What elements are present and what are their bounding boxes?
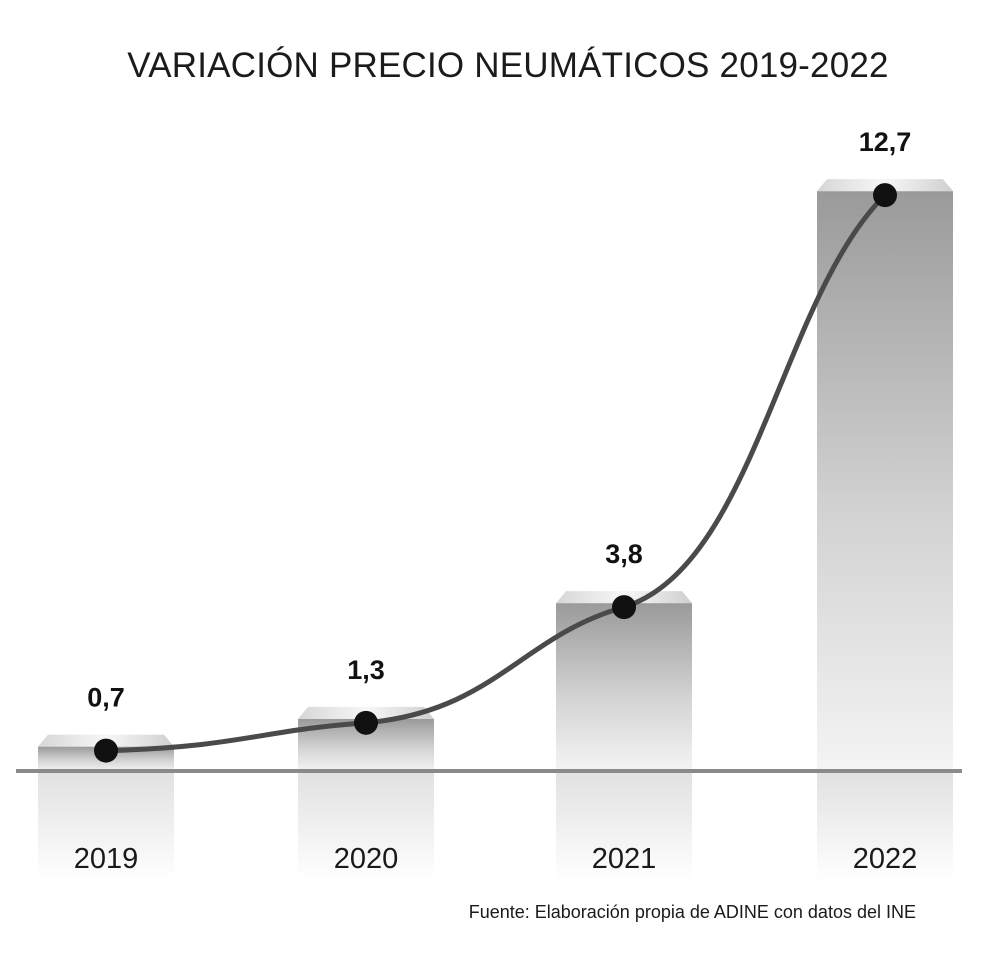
data-label-2019: 0,7 — [87, 683, 125, 713]
data-label-2020: 1,3 — [347, 655, 385, 685]
line-marker-2020 — [354, 710, 378, 735]
line-marker-2022 — [873, 183, 897, 208]
bar-reflection-2021 — [556, 771, 692, 881]
bar-2021 — [556, 603, 692, 771]
data-label-2021: 3,8 — [605, 539, 643, 569]
x-tick-label-2020: 2020 — [334, 843, 399, 875]
bar-reflection-2022 — [817, 771, 953, 881]
chart-title: VARIACIÓN PRECIO NEUMÁTICOS 2019-2022 — [127, 46, 889, 85]
line-marker-2021 — [612, 595, 636, 620]
bar-2022 — [817, 191, 953, 772]
bar-reflection-2019 — [38, 771, 174, 881]
x-tick-label-2021: 2021 — [592, 843, 657, 875]
trend-line — [103, 192, 888, 754]
bar-reflection-2020 — [298, 771, 434, 881]
source-note: Fuente: Elaboración propia de ADINE con … — [468, 902, 916, 922]
x-tick-label-2019: 2019 — [74, 843, 139, 875]
data-label-2022: 12,7 — [859, 127, 912, 157]
x-tick-label-2022: 2022 — [853, 843, 918, 875]
line-marker-2019 — [94, 738, 118, 763]
